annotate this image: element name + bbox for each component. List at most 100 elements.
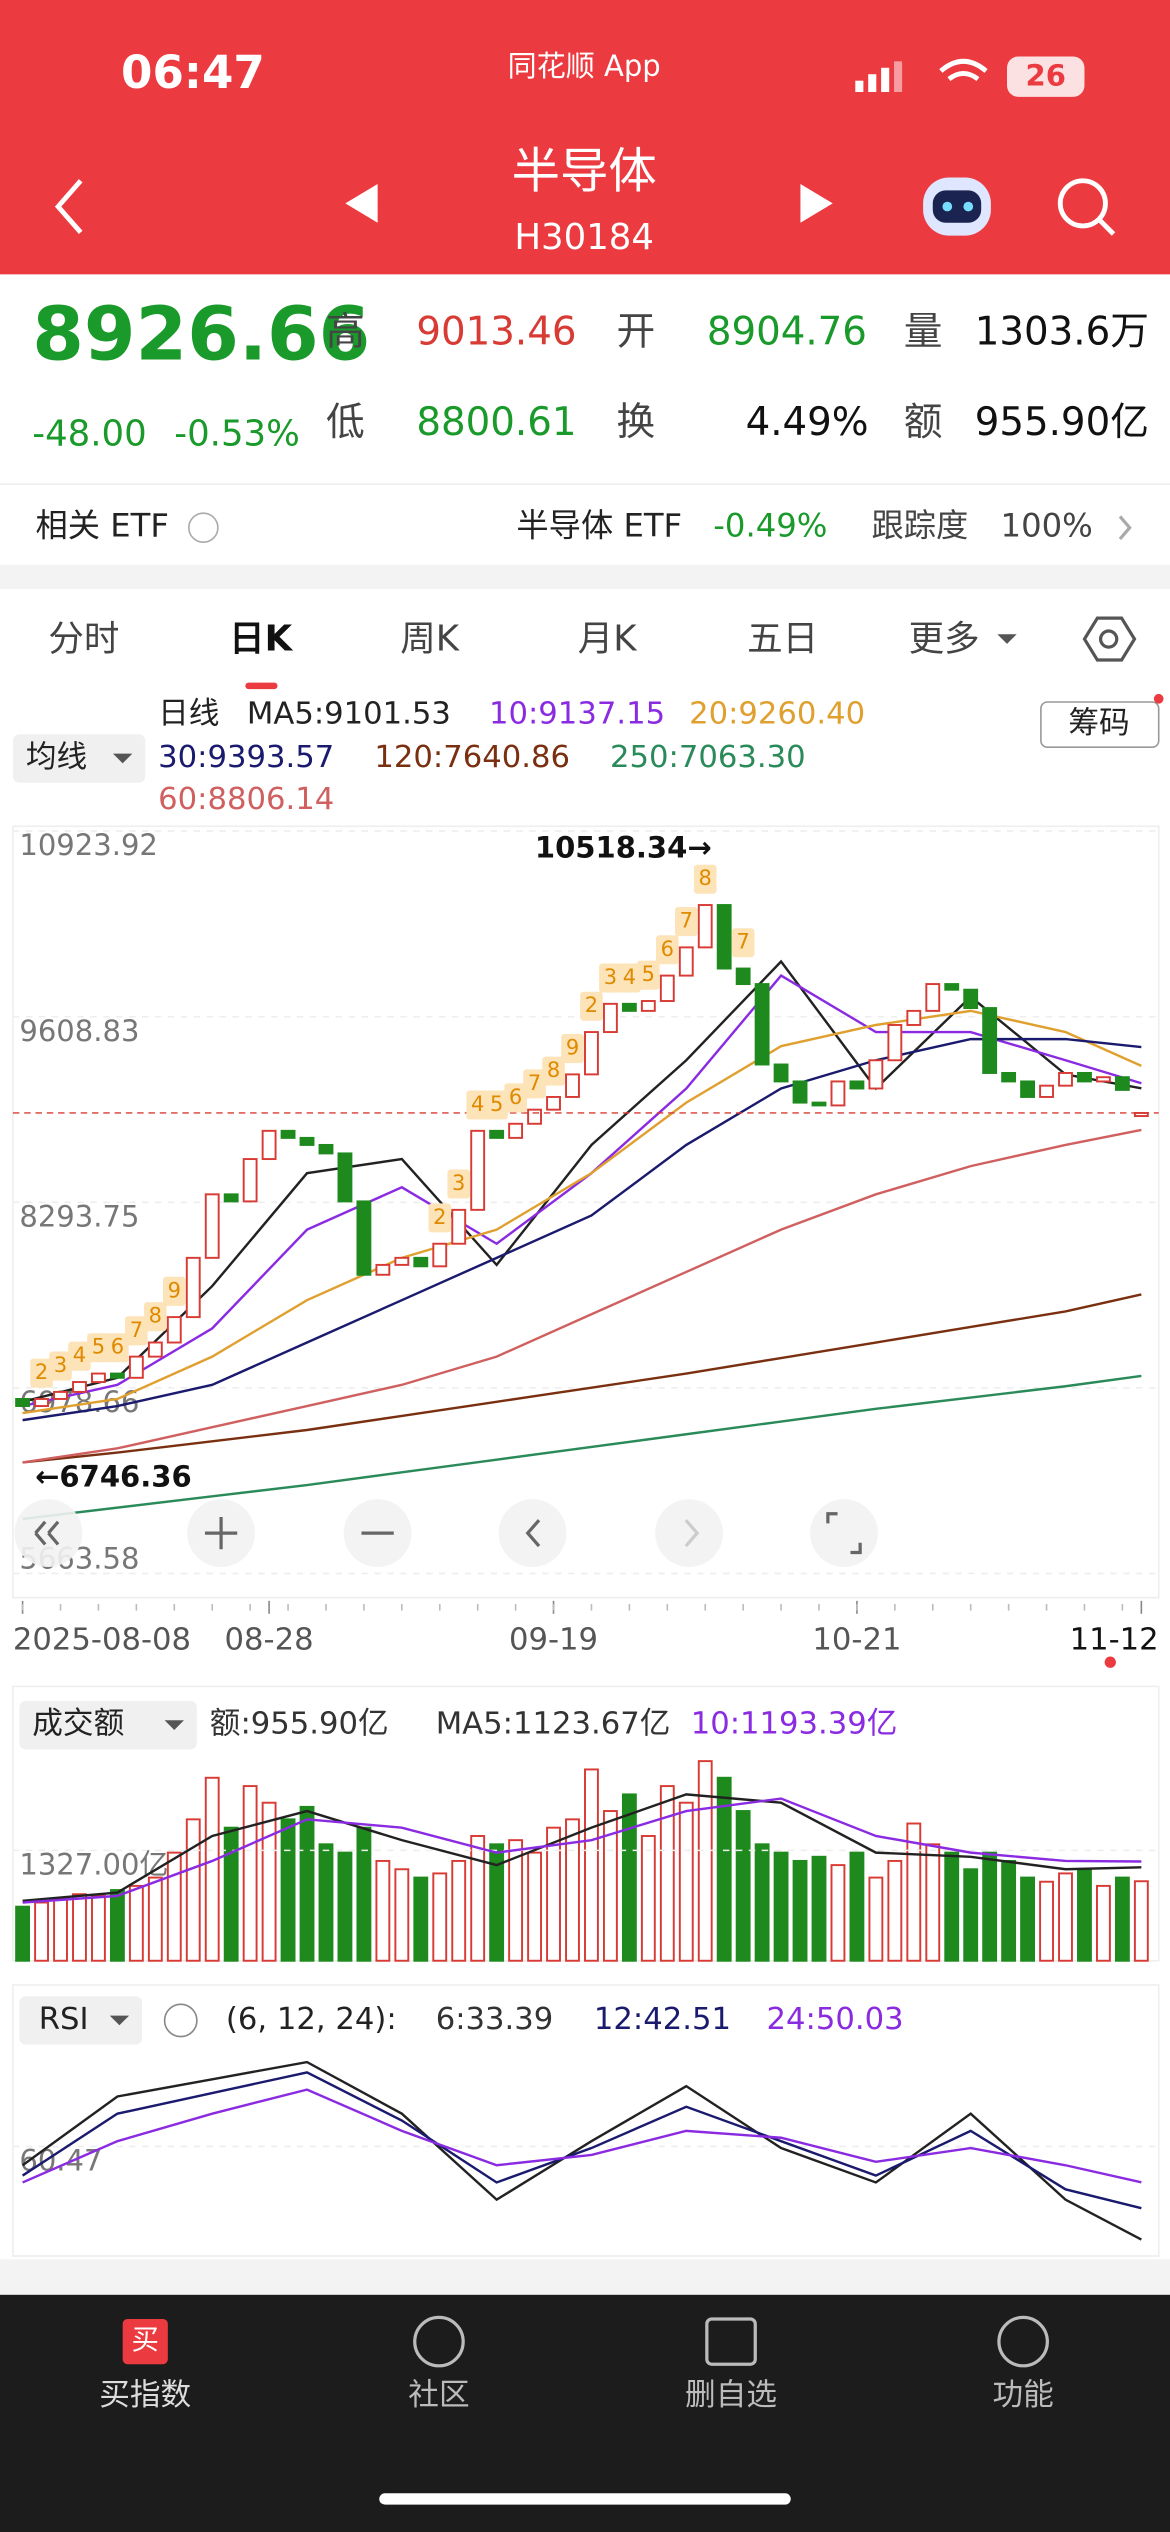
td-mark: 5 [642,962,655,986]
volume-bar [185,1818,201,1962]
candle-body [72,1381,87,1393]
candle-body [1114,1076,1130,1091]
field-label: 开 [616,310,655,355]
candle-body [128,1355,144,1379]
chart-control[interactable] [498,1499,567,1567]
tab[interactable]: 五日 [747,619,818,660]
candle-body [944,983,960,991]
next[interactable] [800,183,833,223]
nav-label[interactable]: 社区 [408,2378,469,2413]
tab[interactable]: 月K [578,619,639,660]
tab[interactable]: 日K [229,619,294,660]
prev[interactable] [345,183,378,223]
chip-button-bg[interactable] [1040,701,1160,748]
chart-control[interactable] [655,1499,723,1567]
td-mark-bg [49,1351,72,1381]
volume-bar [925,1843,941,1962]
tab[interactable]: 周K [400,619,461,660]
candle-body [906,1009,922,1026]
nav-label[interactable]: 删自选 [685,2378,777,2413]
nav-label[interactable]: 功能 [992,2378,1053,2413]
td-mark-bg [162,1276,186,1306]
candle-body [773,1063,789,1083]
panel-title[interactable]: 成交额 [32,1707,124,1742]
back[interactable] [54,179,83,234]
help-icon[interactable] [163,2003,198,2038]
params: (6, 12, 24): [226,2002,397,2037]
x-tick-label: 11-12 [1070,1623,1159,1658]
td-mark-bg [618,963,641,993]
td-mark-bg [87,1333,110,1363]
volume-bar [470,1835,486,1962]
ma-selector-bg[interactable] [12,734,146,783]
td-mark-bg [599,963,622,993]
panel-title[interactable]: RSI [39,2002,89,2037]
tab[interactable]: 分时 [48,619,119,660]
chip-button[interactable]: 筹码 [1068,706,1129,741]
volume-bar [432,1872,448,1962]
volume-bar [678,1801,694,1962]
volume-bar [451,1859,467,1962]
x-tick-label: 08-28 [225,1623,314,1658]
etf-label[interactable]: 相关 ETF [36,507,169,545]
volume-bar [640,1835,656,1962]
search[interactable] [1057,178,1116,236]
assistant[interactable] [923,177,991,236]
candle-body [925,983,941,1012]
volume-bar [223,1826,239,1962]
legend-entry: 10:9137.15 [489,696,665,731]
td-mark-bg [428,1203,452,1233]
td-mark: 2 [35,1360,48,1384]
dropdown [164,1720,184,1730]
candle-body [640,1000,656,1012]
candle-body [678,946,694,977]
volume-bar [944,1851,960,1962]
volume-bar [299,1805,315,1962]
ma-selector[interactable]: 均线 [26,740,87,775]
volume-bar [318,1843,334,1962]
candle-body [15,1397,31,1407]
annotation: 10518.34→ [535,831,712,865]
nav-icon [122,2319,168,2365]
nav-label[interactable]: 买指数 [99,2378,191,2413]
td-mark: 7 [528,1071,541,1095]
volume-bar [811,1855,827,1962]
volume-bar [1001,1859,1017,1962]
candle-body [716,904,732,970]
volume-bar [1020,1876,1036,1962]
volume-bar [621,1793,637,1962]
chevron[interactable] [1118,515,1132,541]
tracking: 100% [1001,507,1093,545]
candle-body [546,1095,561,1111]
td-mark: 5 [92,1335,105,1359]
td-mark: 3 [54,1353,67,1377]
candle-body [356,1200,372,1276]
candle-body [280,1129,296,1139]
volume-bar [394,1868,410,1962]
y-tick-label: 9608.83 [19,1014,139,1048]
field-label: 额 [904,400,943,445]
line [22,2088,1142,2184]
volume-bar [697,1760,713,1962]
help-icon[interactable] [188,512,219,544]
volume-bar [1114,1876,1130,1962]
legend-entry: 250:7063.30 [610,740,806,775]
tab[interactable]: 更多 [909,619,980,660]
td-mark-bg [523,1069,546,1099]
settings[interactable] [1082,616,1137,662]
line [21,2060,1142,2241]
volume-bar [128,1884,144,1962]
candle-body [830,1080,846,1107]
title-bg[interactable] [19,1996,143,2045]
volume-bar [147,1876,163,1962]
td-mark-bg [466,1090,489,1120]
annotation: ←6746.36 [35,1460,192,1494]
chart-control[interactable] [810,1499,878,1567]
volume-bar [1039,1880,1054,1962]
td-mark: 4 [623,965,636,989]
spacer [0,2259,1170,2295]
candle-body [1058,1072,1073,1087]
title-bg[interactable] [19,1700,197,1750]
candle-body [109,1372,125,1379]
